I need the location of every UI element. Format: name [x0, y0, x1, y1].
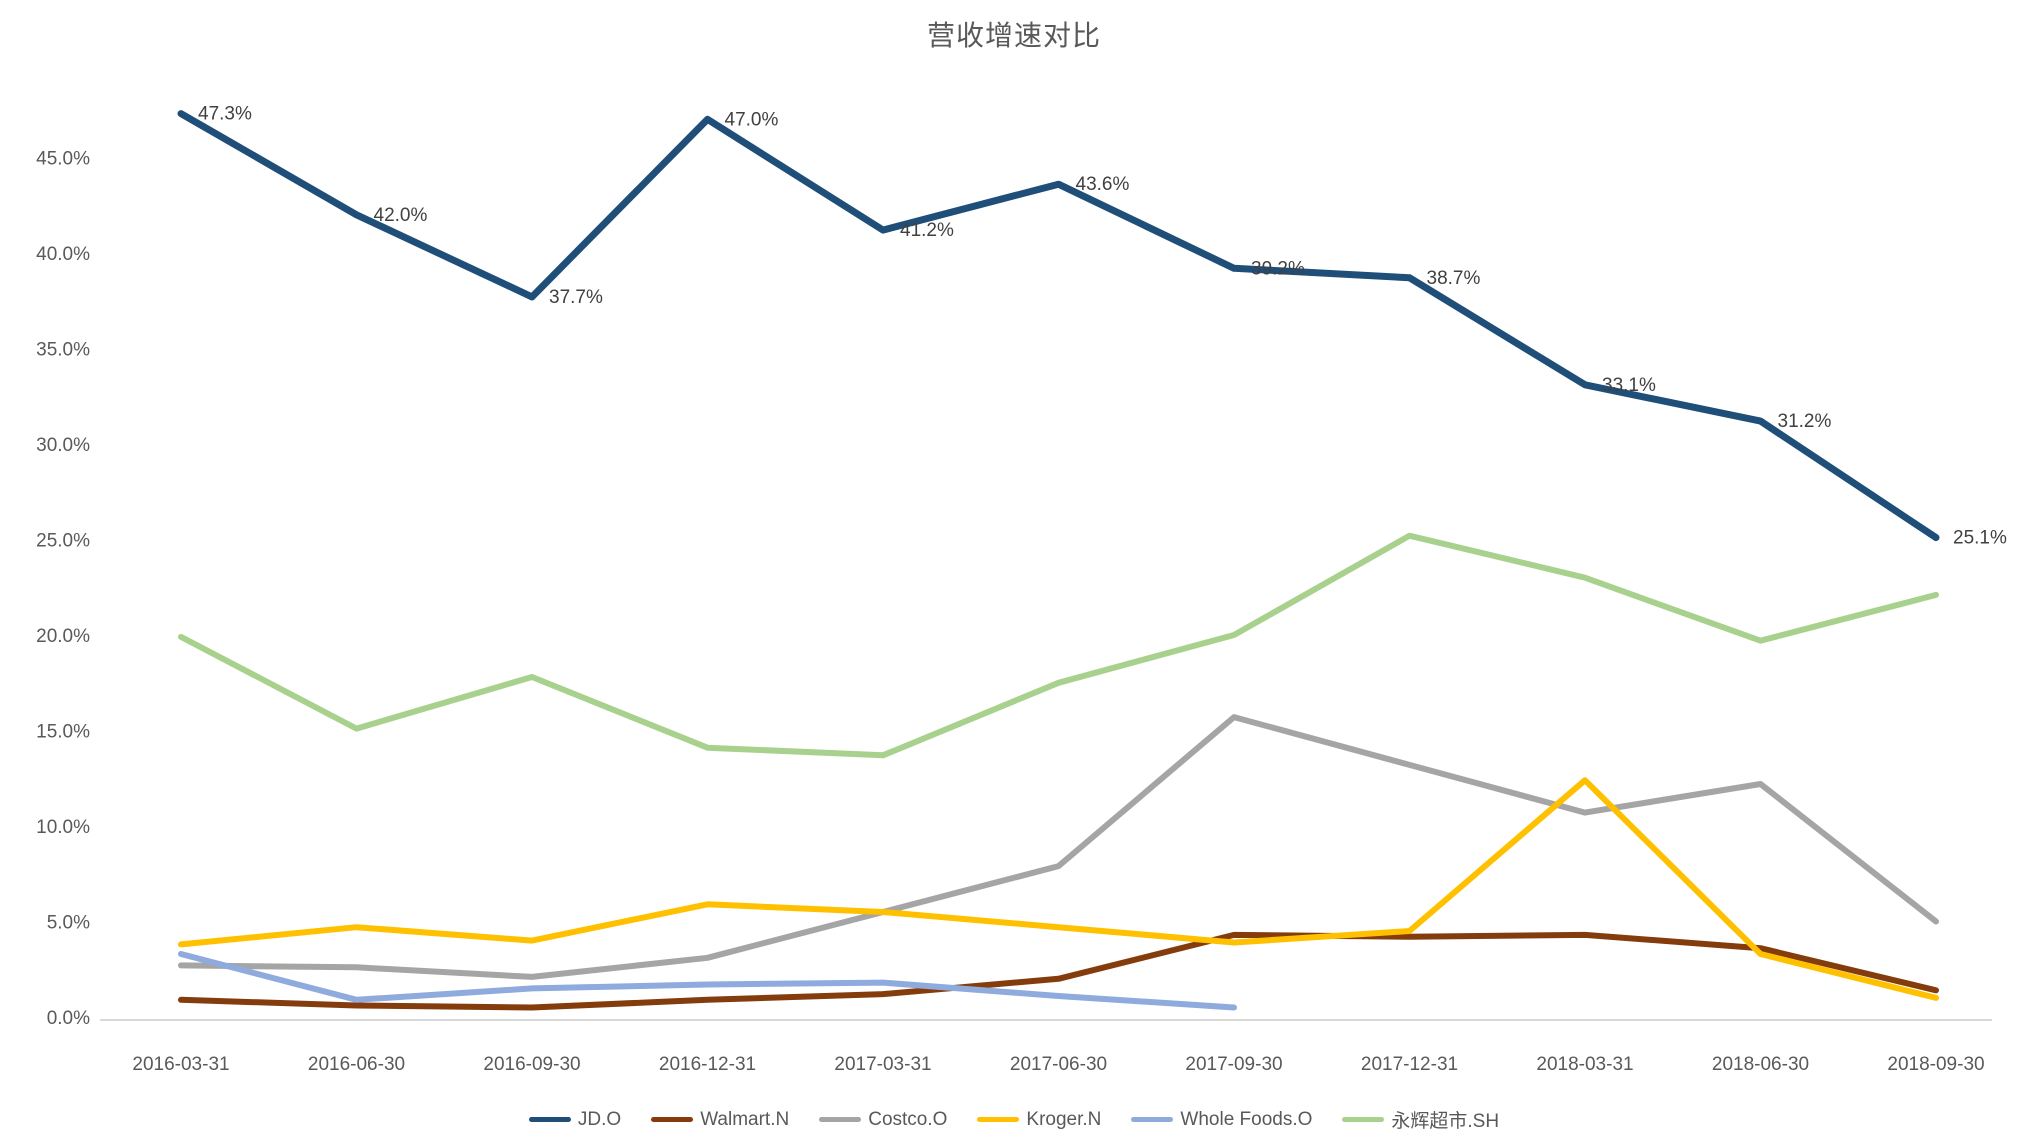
series-line-Costco.O: [178, 714, 1939, 980]
x-axis-label: 2017-03-31: [834, 1054, 931, 1075]
legend-item-Kroger.N: Kroger.N: [977, 1109, 1101, 1131]
y-axis-tick-label: 15.0%: [36, 722, 90, 743]
legend-swatch-icon: [819, 1117, 862, 1122]
x-axis-label: 2017-12-31: [1361, 1054, 1458, 1075]
y-axis-tick-label: 10.0%: [36, 817, 90, 838]
x-axis-label: 2016-12-31: [659, 1054, 756, 1075]
legend-label: Costco.O: [868, 1108, 948, 1130]
x-axis-label: 2018-03-31: [1536, 1054, 1633, 1075]
legend-swatch-icon: [1342, 1117, 1385, 1122]
data-point-label: 42.0%: [374, 205, 428, 226]
data-point-label: 38.7%: [1427, 268, 1481, 289]
legend-item-永辉超市.SH: 永辉超市.SH: [1342, 1106, 1499, 1133]
y-axis-tick-label: 5.0%: [47, 913, 90, 934]
legend-item-Costco.O: Costco.O: [819, 1109, 947, 1131]
legend-item-JD.O: JD.O: [528, 1108, 622, 1131]
x-axis-label: 2017-06-30: [1010, 1054, 1107, 1075]
data-point-label: 37.7%: [549, 287, 603, 308]
legend-item-Whole Foods.O: Whole Foods.O: [1131, 1109, 1312, 1131]
chart-legend: JD.O Walmart.N Costco.O Kroger.N Whole Foods…: [0, 1106, 2028, 1133]
y-axis-tick-label: 30.0%: [36, 435, 90, 456]
y-axis-tick-label: 0.0%: [47, 1008, 90, 1029]
x-axis-label: 2018-09-30: [1887, 1054, 1984, 1075]
legend-label: Whole Foods.O: [1180, 1108, 1313, 1130]
legend-item-Walmart.N: Walmart.N: [651, 1109, 789, 1131]
data-point-label: 33.1%: [1602, 375, 1656, 396]
y-axis-tick-label: 20.0%: [36, 626, 90, 647]
legend-swatch-icon: [528, 1117, 571, 1122]
y-axis-tick-label: 40.0%: [36, 244, 90, 265]
legend-label: JD.O: [577, 1108, 622, 1130]
data-point-label: 47.0%: [725, 109, 779, 130]
y-axis-tick-label: 25.0%: [36, 531, 90, 552]
legend-label: Walmart.N: [700, 1108, 790, 1130]
series-line-Kroger.N: [178, 777, 1939, 1001]
data-point-label: 39.2%: [1251, 258, 1305, 279]
data-point-label: 25.1%: [1953, 528, 2007, 549]
legend-swatch-icon: [651, 1117, 694, 1122]
legend-swatch-icon: [977, 1117, 1020, 1122]
x-axis-label: 2016-09-30: [483, 1054, 580, 1075]
data-point-label: 47.3%: [198, 104, 252, 125]
data-point-label: 31.2%: [1778, 411, 1832, 432]
series-line-JD.O: [177, 110, 1940, 542]
data-point-label: 43.6%: [1076, 174, 1130, 195]
chart-title: 营收增速对比: [926, 20, 1101, 51]
y-axis-tick-label: 45.0%: [36, 149, 90, 170]
x-axis-label: 2017-09-30: [1185, 1054, 1282, 1075]
x-axis-label: 2018-06-30: [1712, 1054, 1809, 1075]
y-axis-tick-label: 35.0%: [36, 340, 90, 361]
legend-swatch-icon: [1131, 1117, 1174, 1122]
series-line-Whole Foods.O: [178, 951, 1237, 1011]
data-point-label: 41.2%: [900, 220, 954, 241]
series-line-Walmart.N: [178, 931, 1939, 1011]
series-line-永辉超市.SH: [178, 532, 1939, 759]
x-axis-label: 2016-03-31: [132, 1054, 229, 1075]
x-axis-label: 2016-06-30: [308, 1054, 405, 1075]
legend-label: 永辉超市.SH: [1391, 1111, 1500, 1132]
legend-label: Kroger.N: [1026, 1108, 1102, 1130]
